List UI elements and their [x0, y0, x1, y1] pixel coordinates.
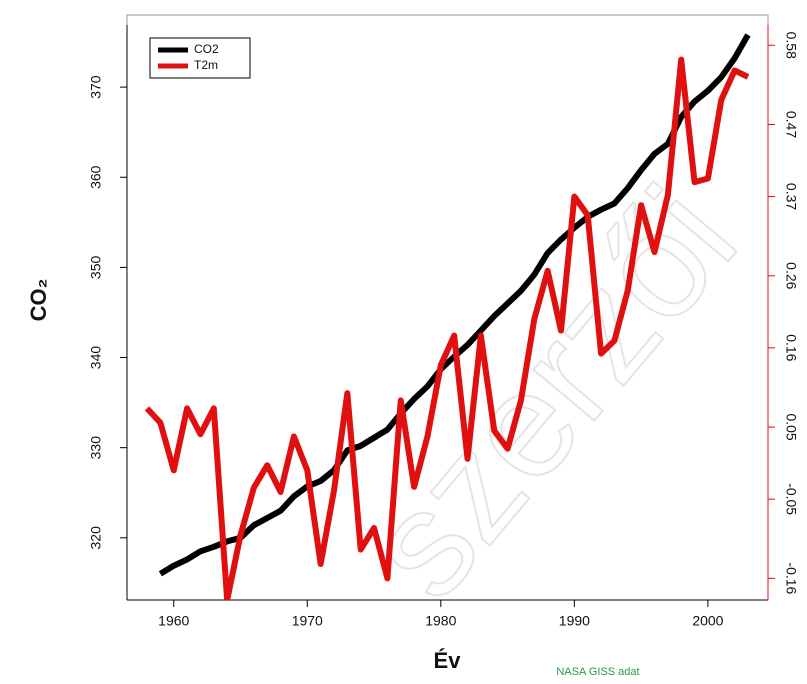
- x-tick-label: 1990: [559, 613, 590, 629]
- watermark: szerzői: [333, 156, 767, 628]
- y-tick-label: 320: [88, 526, 104, 550]
- x-tick-label: 2000: [692, 613, 723, 629]
- y2-tick-label: 0.16: [783, 334, 799, 361]
- plot-area: [144, 33, 751, 600]
- y-tick-label: 340: [88, 346, 104, 370]
- x-tick-label: 1960: [158, 613, 189, 629]
- x-axis-label: Év: [434, 648, 462, 673]
- y2-tick-label: 0.58: [783, 32, 799, 59]
- y-axis-label: CO₂: [26, 279, 51, 322]
- data-line: [144, 56, 750, 600]
- x-tick-label: 1970: [292, 613, 323, 629]
- y2-tick-label: 0.26: [783, 262, 799, 289]
- y-tick-label: 330: [88, 436, 104, 460]
- legend-box: [149, 37, 251, 79]
- source-note: NASA GISS adat: [556, 666, 639, 678]
- y2-tick-label: 0.37: [783, 183, 799, 210]
- y2-tick-label: 0.47: [783, 111, 799, 138]
- y2-tick-label: 0.05: [783, 413, 799, 440]
- y2-tick-label: -0.05: [783, 483, 799, 515]
- y-tick-label: 360: [88, 165, 104, 189]
- x-tick-label: 1980: [425, 613, 456, 629]
- legend-label: CO2: [194, 42, 219, 56]
- y2-tick-label: -0.16: [783, 562, 799, 594]
- y-tick-label: 370: [88, 75, 104, 99]
- legend-label: T2m: [194, 58, 218, 72]
- y-tick-label: 350: [88, 255, 104, 279]
